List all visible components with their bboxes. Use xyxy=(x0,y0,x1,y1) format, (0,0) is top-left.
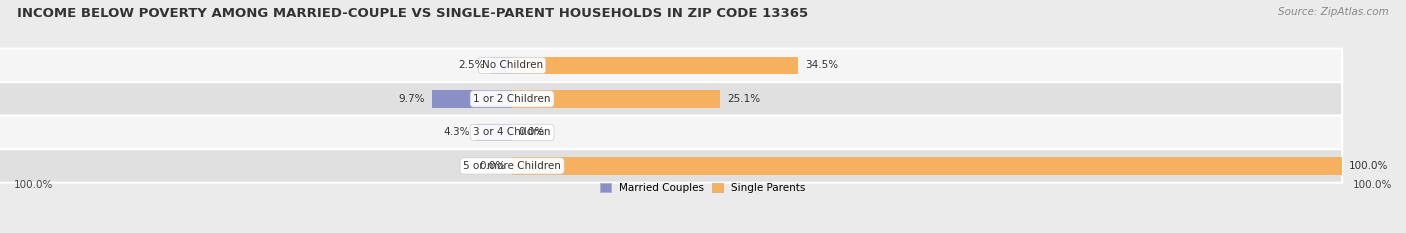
Text: 0.0%: 0.0% xyxy=(519,127,546,137)
FancyBboxPatch shape xyxy=(0,49,1343,82)
Text: 100.0%: 100.0% xyxy=(14,180,53,190)
Text: Source: ZipAtlas.com: Source: ZipAtlas.com xyxy=(1278,7,1389,17)
Bar xyxy=(512,57,799,74)
Text: 4.3%: 4.3% xyxy=(443,127,470,137)
Text: 100.0%: 100.0% xyxy=(1353,180,1392,190)
Text: 0.0%: 0.0% xyxy=(479,161,505,171)
Text: 3 or 4 Children: 3 or 4 Children xyxy=(474,127,551,137)
Bar xyxy=(512,90,720,108)
Text: 1 or 2 Children: 1 or 2 Children xyxy=(474,94,551,104)
Legend: Married Couples, Single Parents: Married Couples, Single Parents xyxy=(600,183,806,193)
FancyBboxPatch shape xyxy=(0,149,1343,183)
Text: INCOME BELOW POVERTY AMONG MARRIED-COUPLE VS SINGLE-PARENT HOUSEHOLDS IN ZIP COD: INCOME BELOW POVERTY AMONG MARRIED-COUPL… xyxy=(17,7,808,20)
Text: No Children: No Children xyxy=(481,60,543,70)
Bar xyxy=(477,124,512,141)
Text: 5 or more Children: 5 or more Children xyxy=(463,161,561,171)
FancyBboxPatch shape xyxy=(0,116,1343,149)
Text: 9.7%: 9.7% xyxy=(398,94,425,104)
Text: 25.1%: 25.1% xyxy=(727,94,761,104)
Bar xyxy=(512,157,1343,175)
Bar xyxy=(432,90,512,108)
FancyBboxPatch shape xyxy=(0,82,1343,116)
Text: 34.5%: 34.5% xyxy=(806,60,838,70)
Text: 100.0%: 100.0% xyxy=(1348,161,1388,171)
Text: 2.5%: 2.5% xyxy=(458,60,485,70)
Bar xyxy=(491,57,512,74)
